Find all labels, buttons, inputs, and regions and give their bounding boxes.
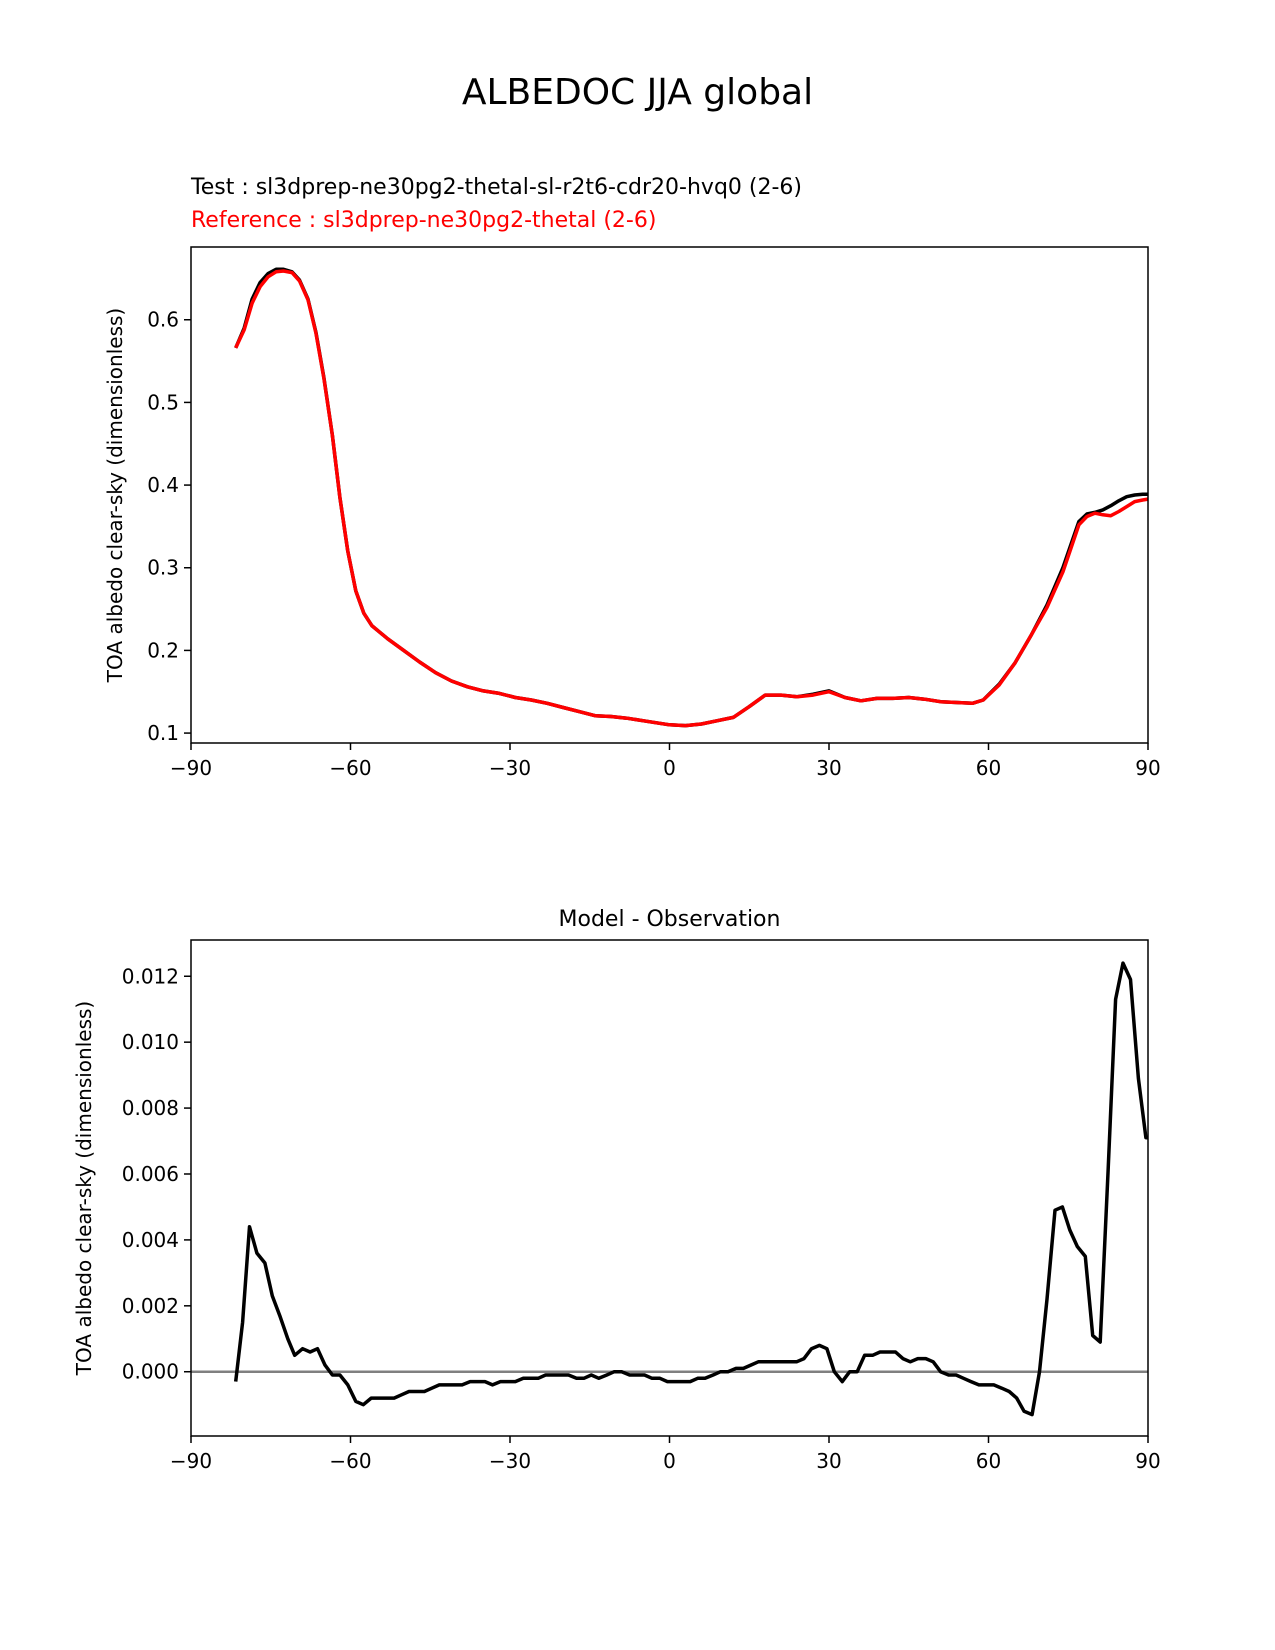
x-tick-label: 30: [816, 1449, 841, 1473]
y-tick-label: 0.004: [122, 1228, 179, 1252]
y-tick-label: 0.3: [147, 556, 179, 580]
y-tick-label: 0.6: [147, 308, 179, 332]
y-tick-label: 0.012: [122, 964, 179, 988]
series-line-reference: [234, 269, 1149, 728]
x-tick-label: −60: [329, 756, 371, 780]
y-tick-label: 0.2: [147, 638, 179, 662]
x-tick-label: −90: [170, 756, 212, 780]
x-tick-label: −30: [489, 1449, 531, 1473]
y-tick-label: 0.1: [147, 721, 179, 745]
axes-frame: [190, 246, 1149, 744]
x-tick-label: 0: [663, 1449, 676, 1473]
x-tick-label: 0: [663, 756, 676, 780]
axes-frame: [190, 939, 1149, 1437]
y-tick-label: 0.000: [122, 1360, 179, 1384]
series-line-test: [234, 267, 1148, 728]
y-tick-label: 0.008: [122, 1096, 179, 1120]
x-tick-label: −60: [329, 1449, 371, 1473]
y-axis-label: TOA albedo clear-sky (dimensionless): [72, 1001, 96, 1376]
x-tick-label: −30: [489, 756, 531, 780]
x-tick-label: 90: [1135, 756, 1160, 780]
y-tick-label: 0.010: [122, 1030, 179, 1054]
series-line-difference: [233, 961, 1148, 1417]
x-tick-label: 30: [816, 756, 841, 780]
y-tick-label: 0.006: [122, 1162, 179, 1186]
y-tick-label: 0.002: [122, 1294, 179, 1318]
y-tick-label: 0.4: [147, 473, 179, 497]
x-tick-label: 90: [1135, 1449, 1160, 1473]
panel-title: Model - Observation: [559, 907, 781, 932]
y-axis-label: TOA albedo clear-sky (dimensionless): [103, 308, 127, 683]
reference-label: Reference : sl3dprep-ne30pg2-thetal (2-6…: [191, 208, 657, 233]
test-label: Test : sl3dprep-ne30pg2-thetal-sl-r2t6-c…: [191, 175, 802, 200]
x-tick-label: 60: [976, 756, 1001, 780]
x-tick-label: −90: [170, 1449, 212, 1473]
y-tick-label: 0.5: [147, 390, 179, 414]
x-tick-label: 60: [976, 1449, 1001, 1473]
figure-title: ALBEDOC JJA global: [461, 72, 814, 113]
